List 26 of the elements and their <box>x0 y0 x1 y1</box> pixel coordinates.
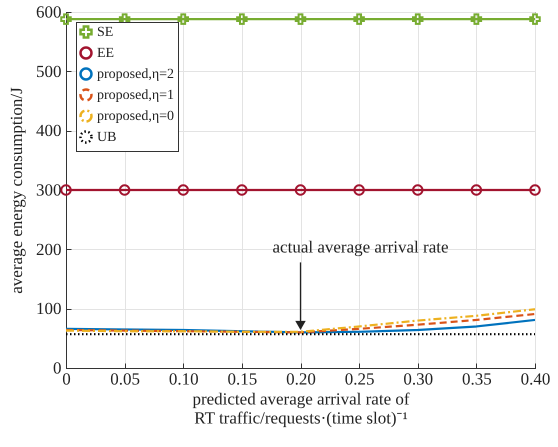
x-tick-label: 0.05 <box>110 370 140 388</box>
x-tick-label: 0.10 <box>168 370 199 388</box>
x-tick-label: 0.15 <box>228 370 258 388</box>
line-series <box>66 312 535 334</box>
legend-label: EE <box>97 46 114 61</box>
legend-label: UB <box>97 130 116 145</box>
y-tick-label: 400 <box>36 121 62 140</box>
y-tick-label: 100 <box>36 299 62 318</box>
legend-label: proposed,η=1 <box>97 88 174 103</box>
legend-label: proposed,η=2 <box>97 67 174 82</box>
y-tick-label: 300 <box>36 180 62 200</box>
x-axis-title: predicted average arrival rate of RT traffic/requests·(time slot)⁻¹ <box>192 390 410 428</box>
line-series <box>66 318 535 334</box>
x-tick-label: 0.35 <box>462 370 492 388</box>
annotation: actual average arrival rate <box>272 237 449 256</box>
x-tick-label: 0.30 <box>403 370 434 388</box>
y-tick-label: 200 <box>36 240 62 259</box>
x-tick-label: 0.25 <box>344 370 374 388</box>
x-tick-label: 0.40 <box>520 370 550 388</box>
legend-label: proposed,η=0 <box>97 109 174 124</box>
x-tick-label: 0.20 <box>286 370 316 388</box>
line-series <box>66 308 535 333</box>
legend-label: SE <box>97 25 114 40</box>
y-axis-title: average energy consumption/J <box>7 86 26 294</box>
y-tick-label: 600 <box>36 2 62 22</box>
y-tick-label: 500 <box>36 62 62 81</box>
